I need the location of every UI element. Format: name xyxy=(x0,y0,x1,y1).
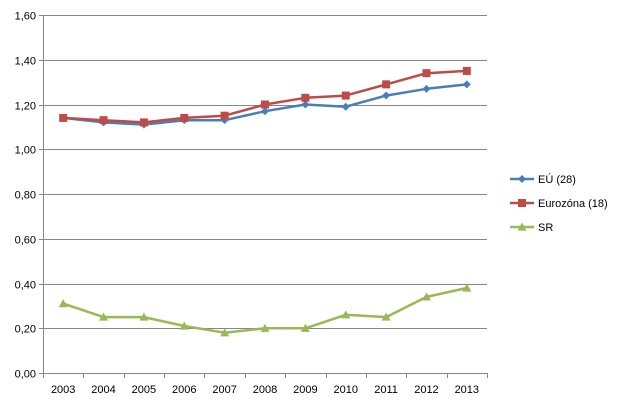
series-2-point xyxy=(220,328,230,337)
series-2-point xyxy=(99,312,109,321)
x-tick-label: 2010 xyxy=(333,384,357,396)
series-2-point xyxy=(58,299,68,308)
series-1-point xyxy=(341,91,350,100)
x-tick-label: 2003 xyxy=(51,384,75,396)
series-0-point xyxy=(301,100,310,109)
legend: EÚ (28) Eurozóna (18) SR xyxy=(510,173,608,234)
series-2-point xyxy=(179,321,189,330)
series-1-point xyxy=(261,100,269,109)
legend-swatch-marker xyxy=(518,175,526,183)
series-0-point xyxy=(382,91,391,100)
series-1-point xyxy=(422,69,431,78)
y-tick-label: 0,40 xyxy=(15,280,36,292)
legend-label: Eurozóna (18) xyxy=(538,198,608,210)
series-1-point xyxy=(382,80,391,89)
series-1-point xyxy=(180,113,189,122)
x-tick-label: 2005 xyxy=(132,384,156,396)
series-1-point xyxy=(220,111,229,120)
series-2-point xyxy=(139,312,149,321)
series-1-point xyxy=(99,116,108,125)
y-tick-label: 0,80 xyxy=(15,190,36,202)
series-1-point xyxy=(462,66,471,75)
y-tick-label: 0,20 xyxy=(15,324,36,336)
series-0-point xyxy=(261,107,269,116)
y-tick-label: 0,00 xyxy=(15,369,36,381)
series-2-point xyxy=(300,323,310,332)
series-1-point xyxy=(139,118,148,127)
series-0-point xyxy=(422,84,431,93)
x-tick-label: 2004 xyxy=(91,384,115,396)
x-tick-label: 2007 xyxy=(212,384,236,396)
series-2-point xyxy=(381,312,391,321)
series-group xyxy=(58,66,472,337)
y-tick-label: 1,20 xyxy=(15,101,36,113)
x-tick-label: 2012 xyxy=(414,384,438,396)
legend-label: EÚ (28) xyxy=(538,173,576,186)
legend-label: SR xyxy=(538,222,553,234)
legend-swatch-marker xyxy=(517,222,527,231)
x-tick-label: 2009 xyxy=(293,384,317,396)
axes: 0,00 0,20 0,40 0,60 0,80 1,00 1,20 1,40 1,60 2003… xyxy=(15,11,488,396)
y-tick-label: 0,60 xyxy=(15,235,36,247)
series-2-point xyxy=(341,310,351,319)
gridlines xyxy=(43,15,487,329)
y-tick-label: 1,40 xyxy=(15,56,36,68)
series-1-point xyxy=(59,113,68,122)
x-tick-label: 2011 xyxy=(374,384,398,396)
series-0-point xyxy=(341,102,350,111)
x-tick-label: 2006 xyxy=(172,384,196,396)
y-tick-label: 1,00 xyxy=(15,145,36,157)
legend-swatch-marker xyxy=(518,199,526,207)
series-0-point xyxy=(462,80,471,89)
series-2-point xyxy=(260,323,270,332)
x-tick-label: 2013 xyxy=(455,384,479,396)
y-tick-label: 1,60 xyxy=(15,11,36,23)
x-tick-label: 2008 xyxy=(253,384,277,396)
series-2-point xyxy=(421,292,431,301)
series-2-point xyxy=(462,283,472,292)
series-1-point xyxy=(301,93,310,102)
